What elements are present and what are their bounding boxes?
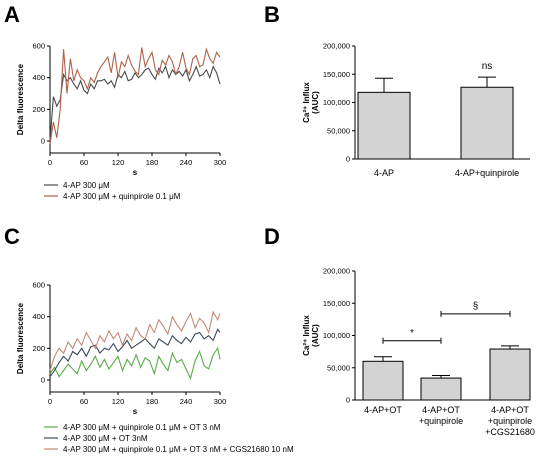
panel-letter-d: D bbox=[264, 224, 280, 249]
y-tick-label-b: 150,000 bbox=[323, 70, 350, 79]
panel-letter-a: A bbox=[4, 2, 20, 27]
y-axis-label-c: Delta fluorescence bbox=[16, 302, 25, 374]
y-tick-label-d: 0 bbox=[346, 396, 350, 405]
bar-b-2 bbox=[460, 86, 514, 160]
x-tick-label-c: 60 bbox=[80, 397, 88, 406]
y-tick-label-d: 100,000 bbox=[323, 331, 350, 340]
series-line-c-3 bbox=[49, 310, 221, 371]
y-tick-label-c: 200 bbox=[32, 344, 45, 353]
legend-label-a-2: 4-AP 300 μM + quinpirole 0.1 μM bbox=[63, 192, 181, 201]
category-label-d-3: 4-AP+OT bbox=[491, 405, 529, 415]
legend-label-c-3: 4-AP 300 μM + quinpirole 0.1 μM + OT 3 n… bbox=[63, 445, 294, 454]
x-tick-label-c: 0 bbox=[48, 397, 52, 406]
y-tick-label-b: 0 bbox=[346, 155, 350, 164]
panel-letter-b: B bbox=[264, 2, 280, 27]
panel-letter-c: C bbox=[4, 224, 20, 249]
y-axis-label-b: Ca²⁺ Influx bbox=[302, 82, 311, 123]
series-line-c-2 bbox=[49, 328, 221, 378]
x-tick-label-a: 0 bbox=[48, 158, 52, 167]
y-tick-label-a: 600 bbox=[32, 42, 45, 51]
x-tick-label-a: 180 bbox=[146, 158, 159, 167]
x-tick-label-c: 120 bbox=[112, 397, 125, 406]
chart-c: 0 200 400 600 0 60 120 180 240 300 s Delta fluoresc… bbox=[16, 281, 294, 455]
y-tick-label-d: 50,000 bbox=[327, 363, 350, 372]
y-tick-label-d: 150,000 bbox=[323, 299, 350, 308]
y-axis-label-d-unit: (AUC) bbox=[311, 324, 320, 347]
x-tick-label-a: 240 bbox=[180, 158, 193, 167]
series-line-a-2 bbox=[49, 47, 221, 145]
y-axis-label-d: Ca²⁺ Influx bbox=[302, 315, 311, 356]
legend-label-c-2: 4-AP 300 μM + OT 3nM bbox=[63, 434, 148, 443]
y-tick-label-c: 0 bbox=[41, 376, 45, 385]
bar-d-3 bbox=[489, 348, 531, 401]
y-tick-label-c: 600 bbox=[32, 281, 45, 290]
bar-b-1 bbox=[357, 91, 411, 160]
bar-d-1 bbox=[362, 360, 404, 401]
y-tick-label-c: 400 bbox=[32, 312, 45, 321]
category-label-d-1: 4-AP+OT bbox=[364, 405, 402, 415]
category-label-b-2: 4-AP+quinpirole bbox=[455, 168, 519, 178]
x-tick-label-a: 60 bbox=[80, 158, 88, 167]
significance-label-b: ns bbox=[482, 61, 493, 72]
legend-label-c-1: 4-AP 300 μM + quinpirole 0.1 μM + OT 3 n… bbox=[63, 423, 221, 432]
bracket-label-d-1: * bbox=[410, 328, 414, 339]
x-tick-label-c: 300 bbox=[214, 397, 227, 406]
bracket-label-d-2: § bbox=[473, 301, 479, 312]
y-axis-label-a: Delta fluorescence bbox=[16, 63, 25, 135]
y-tick-label-a: 400 bbox=[32, 73, 45, 82]
x-tick-label-c: 180 bbox=[146, 397, 159, 406]
series-line-c-1 bbox=[49, 346, 221, 380]
chart-b: 0 50,000 100,000 150,000 200,000 Ca²⁺ Influx(… bbox=[302, 42, 530, 178]
series-line-a-1 bbox=[49, 65, 221, 142]
category-label-d-3: +CGS21680 bbox=[485, 427, 535, 437]
chart-a: 0 200 400 600 0 60 120 180 240 300 s Delta fluoresc… bbox=[16, 42, 226, 202]
x-tick-label-a: 300 bbox=[214, 158, 227, 167]
x-axis-label-c: s bbox=[133, 407, 138, 416]
category-label-d-2: 4-AP+OT bbox=[422, 405, 460, 415]
y-tick-label-a: 0 bbox=[41, 137, 45, 146]
y-tick-label-b: 100,000 bbox=[323, 98, 350, 107]
x-axis-label-a: s bbox=[133, 168, 138, 177]
y-tick-label-a: 200 bbox=[32, 105, 45, 114]
category-label-b-1: 4-AP bbox=[374, 168, 394, 178]
chart-d: 0 50,000 100,000 150,000 200,000 Ca²⁺ Influx(… bbox=[302, 267, 535, 438]
bar-d-2 bbox=[420, 377, 462, 401]
category-label-d-2: +quinpirole bbox=[419, 416, 463, 426]
x-tick-label-c: 240 bbox=[180, 397, 193, 406]
y-tick-label-b: 200,000 bbox=[323, 42, 350, 51]
y-tick-label-b: 50,000 bbox=[327, 126, 350, 135]
category-label-d-3: +quinpirole bbox=[488, 416, 532, 426]
y-axis-label-b-unit: (AUC) bbox=[311, 91, 320, 114]
legend-label-a-1: 4-AP 300 μM bbox=[63, 181, 110, 190]
y-tick-label-d: 200,000 bbox=[323, 267, 350, 276]
x-tick-label-a: 120 bbox=[112, 158, 125, 167]
